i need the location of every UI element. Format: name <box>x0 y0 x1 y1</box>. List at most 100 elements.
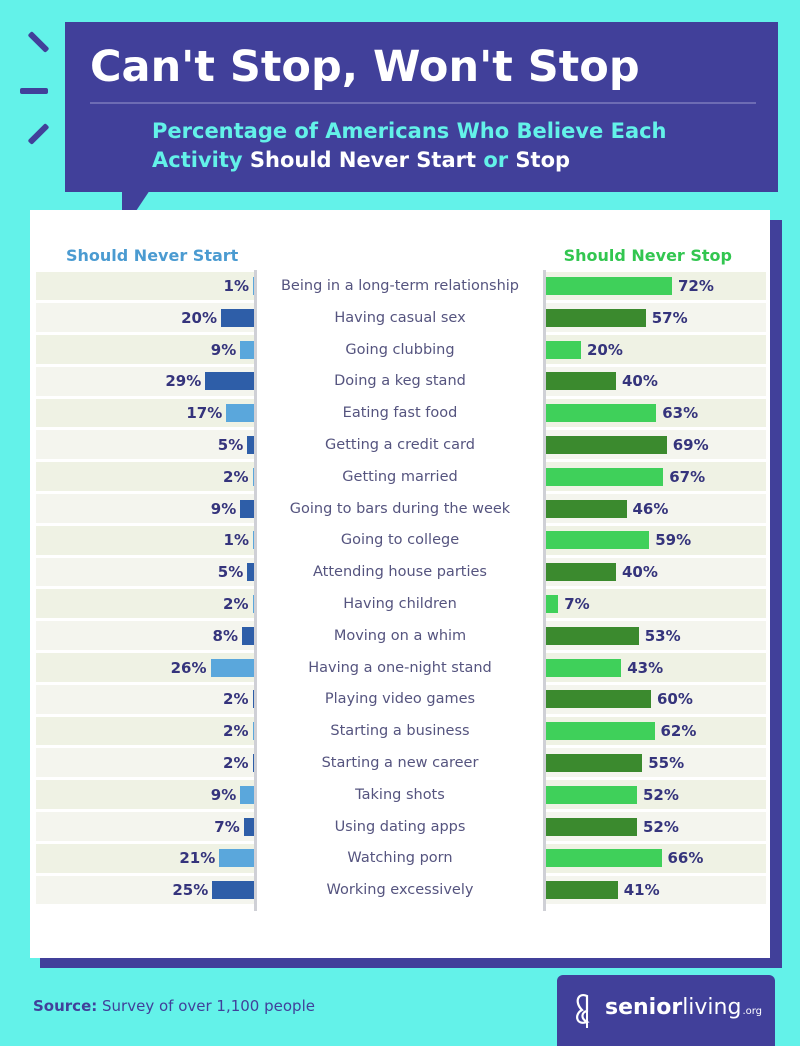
bar-never-stop <box>546 817 637 836</box>
bar-never-stop <box>546 563 616 582</box>
row-stripe-start <box>36 462 256 492</box>
chart-row: 2% Starting a business 62% <box>36 715 766 747</box>
bar-never-stop <box>546 594 559 613</box>
decorative-dash <box>20 88 48 94</box>
row-stripe-start <box>36 621 256 651</box>
row-stripe-stop <box>543 589 766 619</box>
activity-label: Using dating apps <box>334 818 466 835</box>
activity-label: Having a one-night stand <box>308 659 492 676</box>
chart-row: 25% Working excessively 41% <box>36 874 766 906</box>
data-label-never-stop: 59% <box>655 531 692 550</box>
row-stripe-start <box>36 716 256 746</box>
data-label-never-stop: 63% <box>662 404 699 423</box>
activity-label: Watching porn <box>347 850 453 867</box>
subtitle-bold-start: Should Never Start <box>249 148 477 172</box>
chart-row: 8% Moving on a whim 53% <box>36 620 766 652</box>
bar-never-stop <box>546 372 616 391</box>
data-label-never-start: 9% <box>210 340 237 359</box>
data-label-never-start: 25% <box>172 881 209 900</box>
chart-row: 2% Playing video games 60% <box>36 683 766 715</box>
bar-never-start <box>205 372 256 391</box>
bar-never-stop <box>546 690 651 709</box>
butterfly-icon <box>576 994 590 1028</box>
activity-label: Starting a new career <box>321 754 479 771</box>
bar-never-start <box>226 404 256 423</box>
bar-never-start <box>247 435 256 454</box>
activity-label: Moving on a whim <box>333 627 467 644</box>
row-stripe-start <box>36 494 256 523</box>
data-label-never-stop: 69% <box>672 435 709 454</box>
axis-stop <box>543 270 546 911</box>
data-label-never-stop: 40% <box>622 563 658 582</box>
decorative-slash-bottom <box>27 123 50 145</box>
activity-label: Going clubbing <box>345 341 455 358</box>
row-stripe-start <box>36 812 256 841</box>
data-label-never-stop: 62% <box>660 722 697 741</box>
chart-row: 7% Using dating apps 52% <box>36 811 766 843</box>
data-label-never-start: 5% <box>217 563 244 582</box>
bar-never-stop <box>546 849 662 868</box>
data-label-never-start: 20% <box>181 308 217 327</box>
data-label-never-stop: 41% <box>623 881 660 900</box>
activity-label: Doing a keg stand <box>334 373 466 390</box>
logo: seniorliving.org <box>557 975 775 1046</box>
activity-label: Starting a business <box>330 723 470 740</box>
bar-never-start <box>210 658 256 677</box>
data-label-never-start: 2% <box>223 753 249 772</box>
activity-label: Getting a credit card <box>325 436 475 453</box>
activity-label: Eating fast food <box>342 405 458 422</box>
row-stripe-start <box>36 525 256 555</box>
bar-never-start <box>212 881 256 900</box>
chart-subtitle: Percentage of Americans Who Believe Each… <box>152 117 752 175</box>
subtitle-bold-stop: Stop <box>515 148 571 172</box>
bar-never-stop <box>546 785 637 804</box>
data-label-never-stop: 72% <box>678 277 714 295</box>
data-label-never-start: 21% <box>179 849 216 868</box>
row-stripe-start <box>36 780 256 810</box>
logo-tld: .org <box>742 1006 763 1017</box>
source-text: Survey of over 1,100 people <box>97 997 315 1015</box>
bar-never-start <box>240 785 256 804</box>
activity-label: Taking shots <box>355 786 445 803</box>
logo-name-regular: living <box>682 995 742 1020</box>
chart-row: 9% Taking shots 52% <box>36 779 766 811</box>
bar-never-start <box>243 817 256 836</box>
bar-never-start <box>240 499 256 518</box>
data-label-never-start: 2% <box>223 690 249 709</box>
data-label-never-start: 2% <box>223 722 249 741</box>
bar-never-stop <box>546 435 667 454</box>
row-stripe-start <box>36 589 256 619</box>
activity-label: Attending house parties <box>313 564 487 581</box>
chart-row: 9% Going clubbing 20% <box>36 334 766 366</box>
data-label-never-start: 29% <box>165 372 202 391</box>
row-stripe-start <box>36 303 256 333</box>
data-label-never-stop: 57% <box>651 308 688 327</box>
data-label-never-stop: 52% <box>643 817 679 836</box>
activity-label: Having casual sex <box>334 309 466 326</box>
bar-never-stop <box>546 277 672 295</box>
activity-label: Going to bars during the week <box>289 500 511 517</box>
data-label-never-stop: 55% <box>648 753 685 772</box>
chart-row: 1% Being in a long-term relationship 72% <box>36 270 766 302</box>
chart-row: 9% Going to bars during the week 46% <box>36 493 766 525</box>
row-stripe-start <box>36 748 256 778</box>
bar-never-start <box>240 340 256 359</box>
bar-never-start <box>247 563 256 582</box>
row-stripe-start <box>36 271 256 301</box>
bar-never-stop <box>546 753 643 772</box>
data-label-never-start: 26% <box>170 658 207 677</box>
data-label-never-stop: 66% <box>667 849 704 868</box>
logo-text: seniorliving.org <box>605 993 762 1027</box>
data-label-never-start: 17% <box>186 404 223 423</box>
chart-row: 20% Having casual sex 57% <box>36 302 766 334</box>
data-label-never-stop: 67% <box>669 467 706 486</box>
row-stripe-start <box>36 684 256 714</box>
data-label-never-start: 1% <box>223 277 249 295</box>
bar-never-stop <box>546 658 622 677</box>
row-stripe-start <box>36 398 256 428</box>
chart-row: 2% Having children 7% <box>36 588 766 620</box>
decorative-slash-top <box>27 31 50 53</box>
chart-row: 5% Getting a credit card 69% <box>36 429 766 461</box>
bar-never-stop <box>546 404 657 423</box>
subtitle-text-2: or <box>476 148 516 172</box>
